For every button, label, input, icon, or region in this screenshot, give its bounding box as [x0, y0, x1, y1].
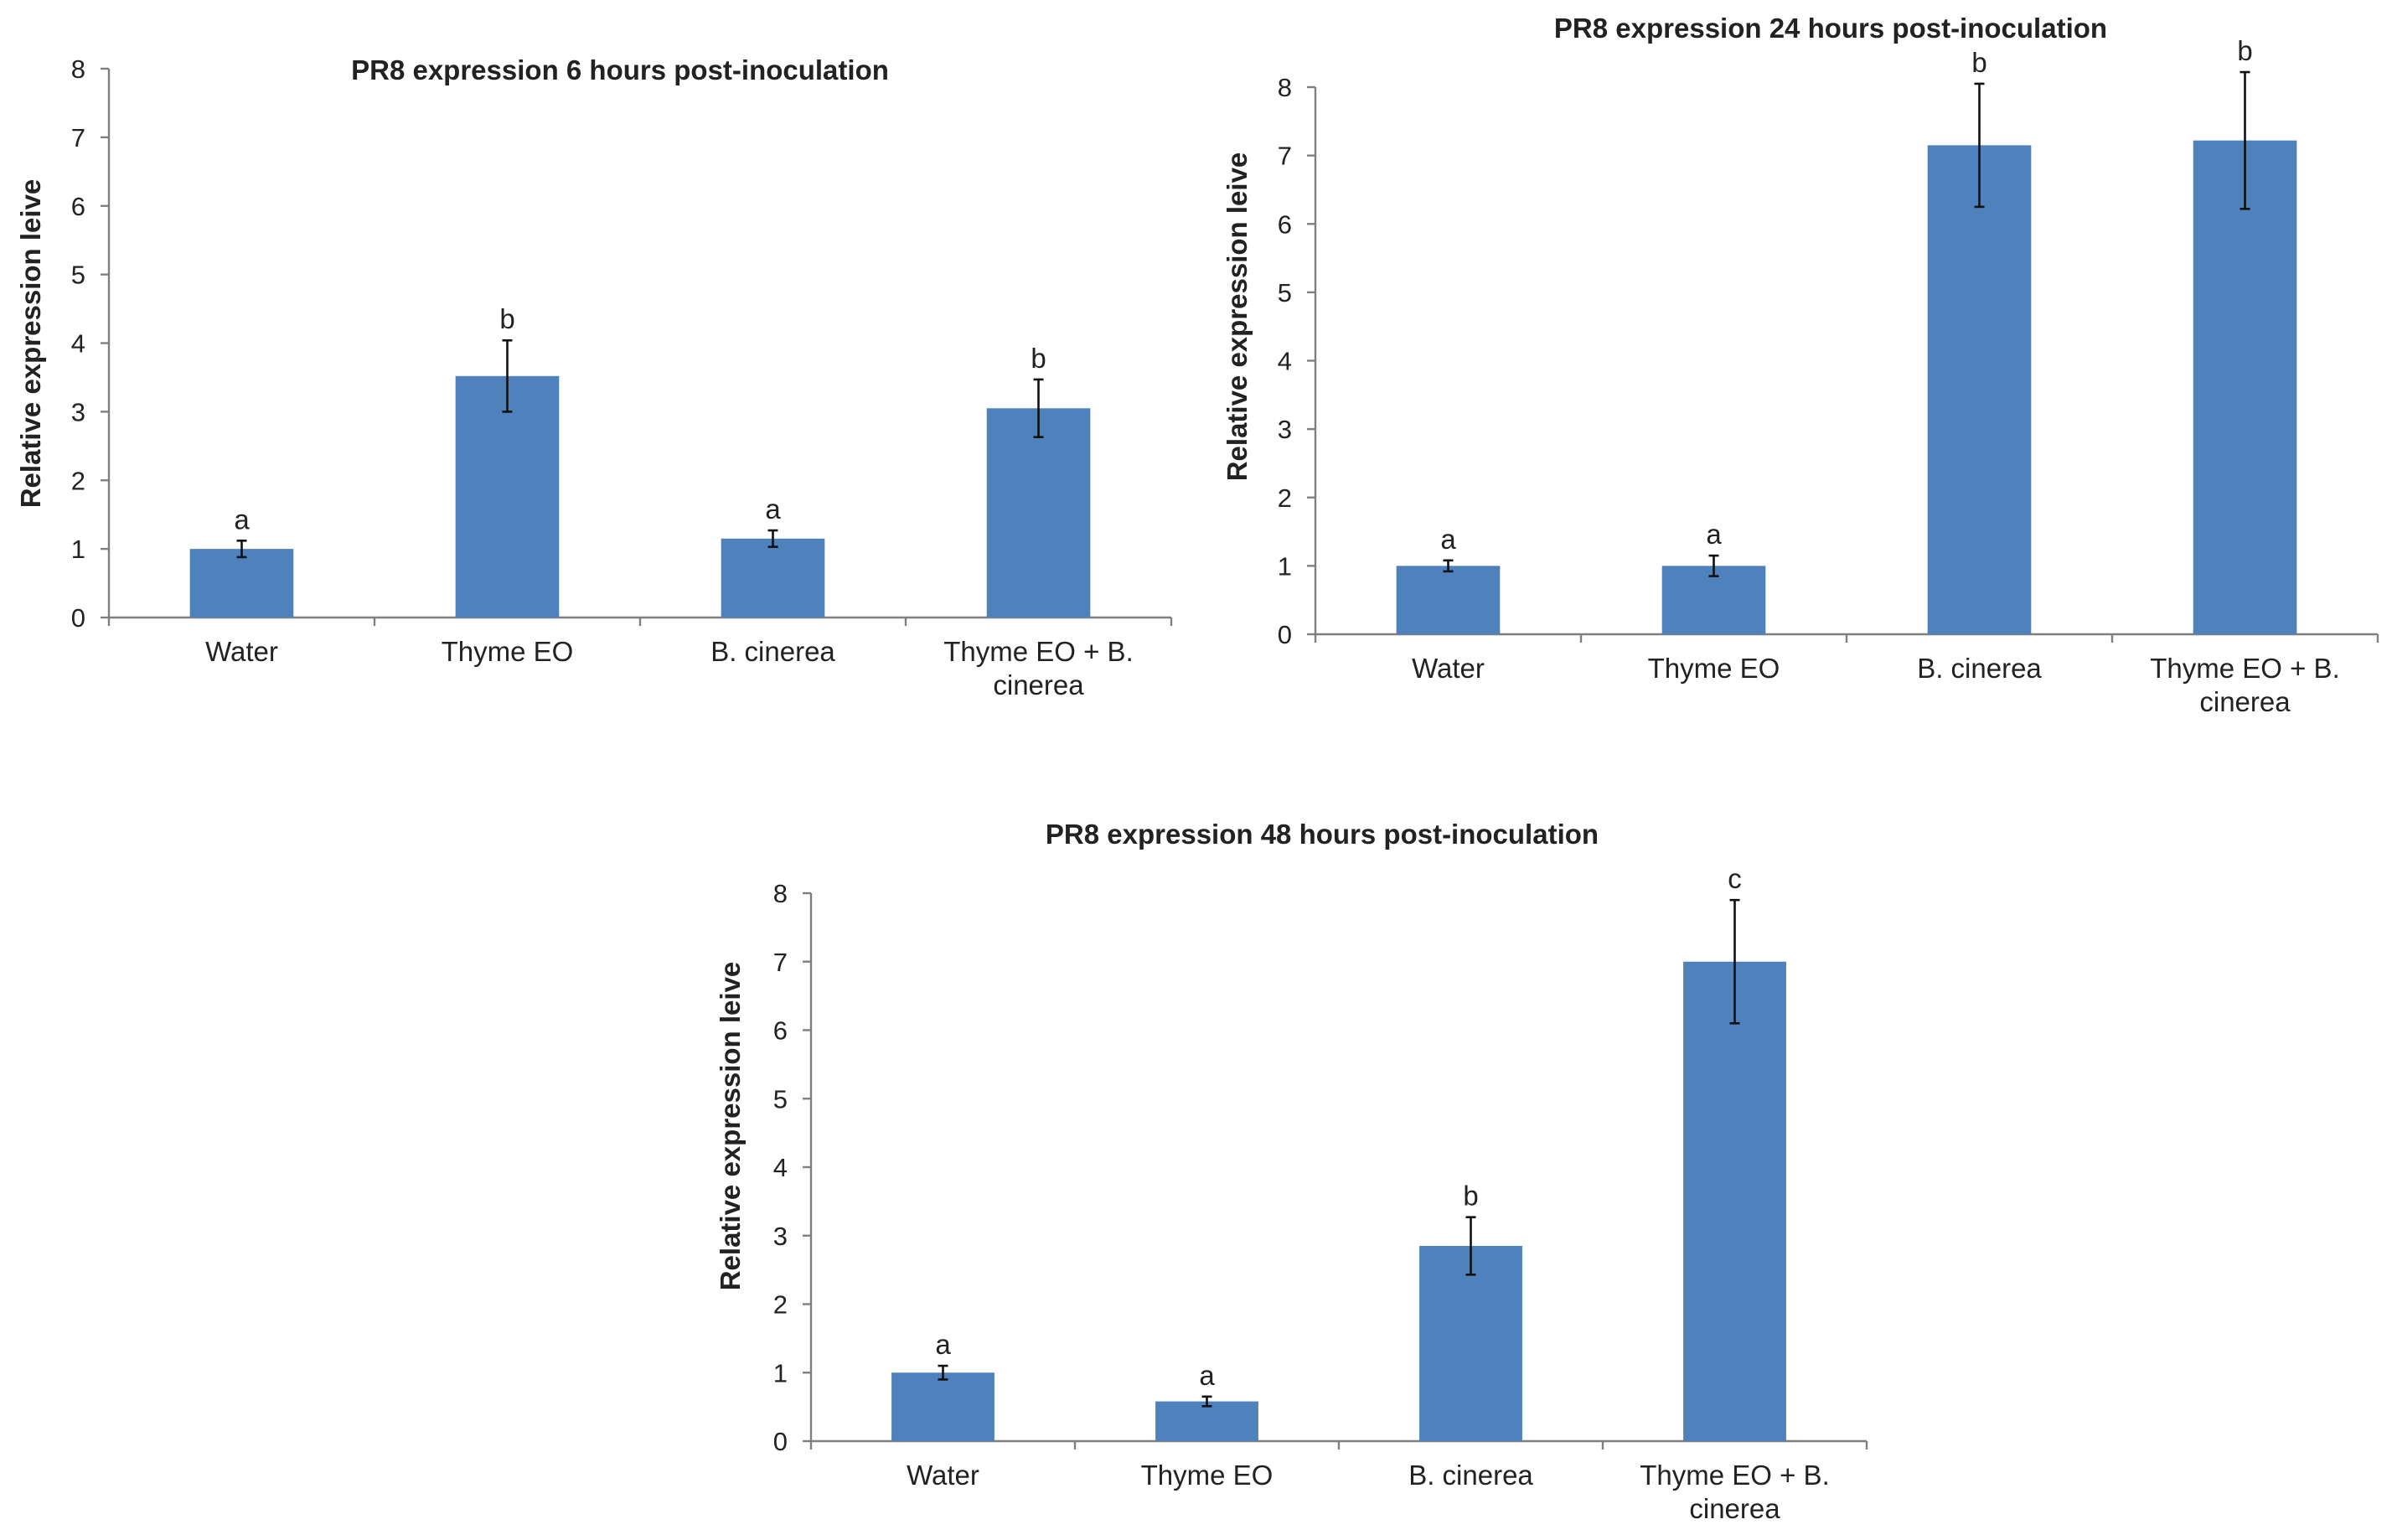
category-label: Thyme EO: [1648, 653, 1780, 684]
category-label: Thyme EO + B.: [1640, 1460, 1830, 1491]
y-tick-label: 3: [1278, 415, 1292, 444]
y-tick-label: 8: [71, 54, 85, 84]
bar: [986, 408, 1091, 618]
y-tick-label: 0: [71, 603, 85, 633]
significance-label: b: [1971, 47, 1986, 78]
y-tick-label: 7: [1278, 142, 1292, 171]
significance-label: a: [1706, 519, 1722, 550]
y-tick-label: 5: [71, 261, 85, 290]
y-tick-label: 0: [1278, 620, 1292, 649]
y-tick-label: 6: [71, 192, 85, 221]
category-label: Thyme EO: [1141, 1460, 1273, 1491]
significance-label: b: [1463, 1181, 1478, 1212]
chart-6-hours: PR8 expression 6 hours post-inoculation R…: [15, 54, 1173, 700]
y-tick-label: 3: [773, 1222, 788, 1251]
category-label: cinerea: [993, 669, 1084, 700]
y-tick-label: 5: [1278, 278, 1292, 307]
category-label: cinerea: [2199, 686, 2291, 717]
bar: [1396, 566, 1501, 634]
y-tick-label: 6: [1278, 209, 1292, 239]
y-tick-label: 8: [773, 879, 788, 908]
significance-label: b: [1031, 343, 1046, 374]
category-label: B. cinerea: [1408, 1460, 1533, 1491]
category-label: Thyme EO + B.: [943, 636, 1134, 667]
y-tick-label: 0: [773, 1427, 788, 1456]
category-label: Thyme EO: [442, 636, 574, 667]
category-label: Water: [1412, 653, 1485, 684]
y-tick-label: 7: [71, 123, 85, 152]
chart-48-hours: PR8 expression 48 hours post-inoculation…: [715, 819, 1868, 1524]
y-tick-label: 6: [773, 1016, 788, 1046]
category-label: Thyme EO + B.: [2150, 653, 2340, 684]
significance-label: c: [1728, 863, 1742, 894]
bar: [891, 1372, 995, 1441]
category-label: cinerea: [1689, 1493, 1780, 1524]
y-tick-label: 1: [1278, 551, 1292, 581]
y-tick-label: 7: [773, 948, 788, 977]
significance-label: b: [2237, 35, 2252, 66]
y-tick-label: 1: [71, 535, 85, 564]
chart-title: PR8 expression 6 hours post-inoculation: [351, 54, 889, 85]
bar: [1683, 961, 1786, 1441]
category-label: B. cinerea: [710, 636, 835, 667]
bar: [189, 549, 294, 618]
y-tick-label: 2: [71, 466, 85, 495]
category-label: Water: [907, 1460, 979, 1491]
significance-label: a: [234, 504, 250, 535]
bar: [1419, 1246, 1522, 1441]
y-tick-label: 8: [1278, 73, 1292, 102]
y-axis-label: Relative expression leive: [715, 962, 746, 1291]
bar: [1155, 1401, 1258, 1441]
y-tick-label: 2: [1278, 483, 1292, 513]
y-tick-label: 4: [71, 329, 85, 359]
y-tick-label: 2: [773, 1290, 788, 1320]
bar: [2193, 140, 2297, 635]
y-tick-label: 3: [71, 397, 85, 426]
significance-label: a: [1199, 1360, 1215, 1391]
significance-label: b: [499, 303, 514, 334]
bar: [1661, 566, 1766, 634]
bar: [1927, 145, 2032, 635]
significance-label: a: [765, 494, 781, 525]
y-tick-label: 4: [773, 1153, 788, 1182]
y-axis-label: Relative expression leive: [15, 179, 46, 509]
significance-label: a: [1440, 524, 1456, 555]
y-tick-label: 4: [1278, 347, 1292, 376]
chart-title: PR8 expression 48 hours post-inoculation: [1046, 819, 1599, 850]
y-tick-label: 1: [773, 1358, 788, 1388]
y-tick-label: 5: [773, 1084, 788, 1114]
bar: [721, 538, 825, 618]
significance-label: a: [935, 1329, 951, 1360]
y-axis-label: Relative expression leive: [1222, 152, 1253, 482]
chart-24-hours: PR8 expression 24 hours post-inoculation…: [1222, 13, 2379, 717]
bar: [455, 375, 560, 618]
category-label: Water: [205, 636, 278, 667]
chart-title: PR8 expression 24 hours post-inoculation: [1554, 13, 2107, 44]
category-label: B. cinerea: [1917, 653, 2042, 684]
